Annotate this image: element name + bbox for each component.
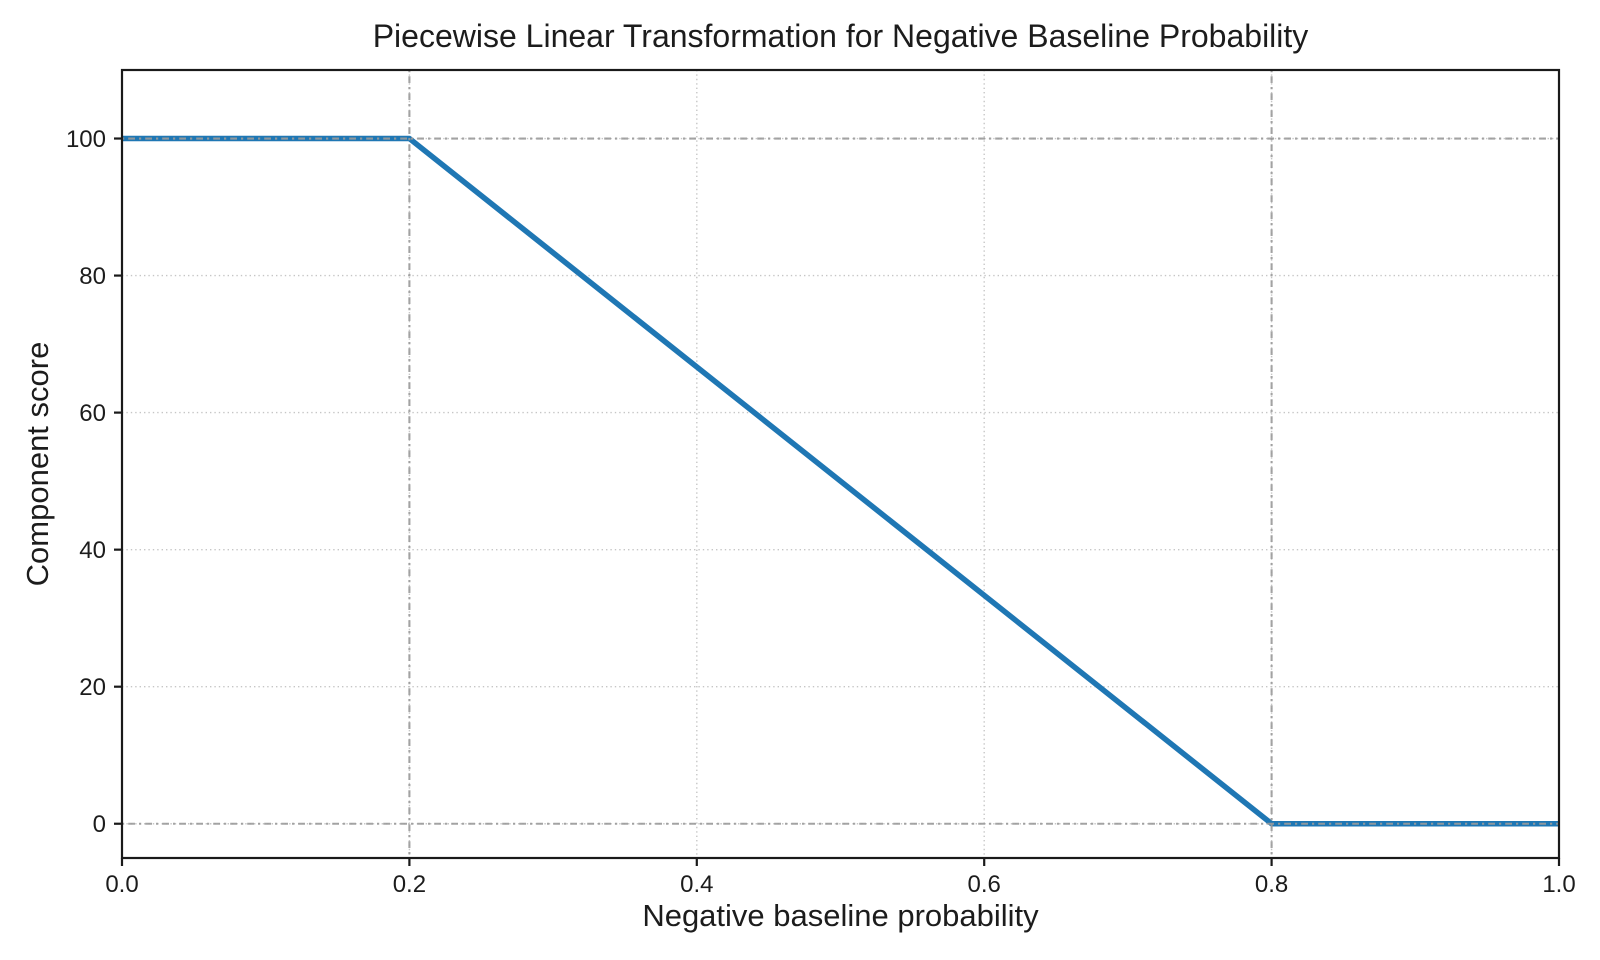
x-tick-label: 0.4 [680,871,713,898]
y-tick-label: 100 [66,126,106,153]
x-axis-label: Negative baseline probability [642,898,1039,933]
chart-title: Piecewise Linear Transformation for Nega… [372,18,1309,54]
series-line [122,135,1559,827]
y-tick-label: 80 [79,263,106,290]
x-tick-label: 0.6 [968,871,1001,898]
x-tick-label: 1.0 [1542,871,1575,898]
x-tick-label: 0.2 [393,871,426,898]
y-tick-label: 0 [93,811,106,838]
y-tick-label: 60 [79,400,106,427]
axes-spines [120,68,1561,860]
x-tick-label: 0.8 [1255,871,1288,898]
y-tick-label: 40 [79,537,106,564]
y-tick-label: 20 [79,674,106,701]
x-tick-label: 0.0 [105,871,138,898]
